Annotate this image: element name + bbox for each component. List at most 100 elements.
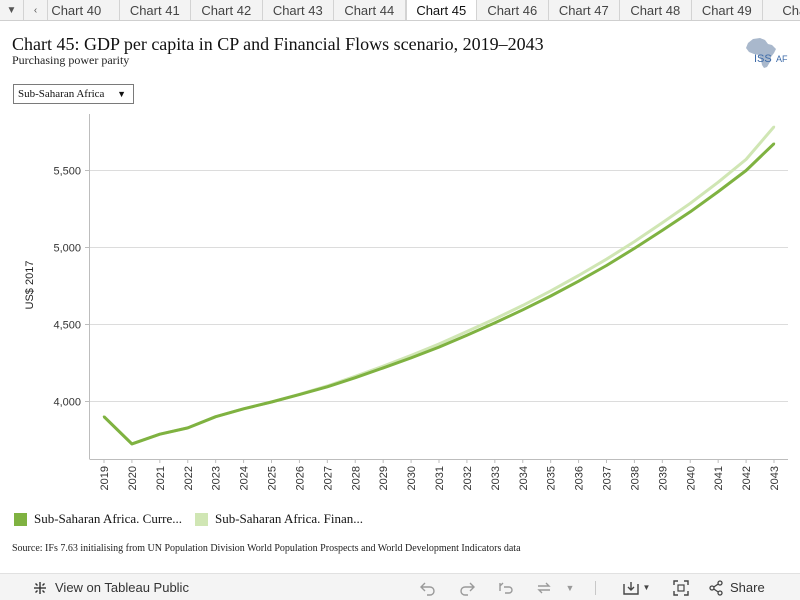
redo-icon bbox=[460, 582, 475, 596]
tab-chart-45[interactable]: Chart 45 bbox=[405, 0, 477, 20]
data-point-s0-2039[interactable] bbox=[661, 229, 664, 232]
x-tick-labels: 2019 2020 2021 2022 2023 2024 2025 2026 2027 2028… bbox=[99, 459, 781, 490]
data-point-s0-2043[interactable] bbox=[772, 142, 776, 145]
undo-button[interactable] bbox=[418, 574, 438, 600]
data-point-s1-2035[interactable] bbox=[549, 289, 552, 293]
data-point-s0-2040[interactable] bbox=[689, 210, 692, 213]
x-tick-label: 2029 bbox=[378, 466, 390, 490]
legend-label-financial-flows: Sub-Saharan Africa. Finan... bbox=[215, 511, 364, 526]
tab-label: Chart 46 bbox=[487, 2, 538, 18]
tab-chart[interactable]: Chart bbox=[763, 0, 800, 20]
data-point-s0-2030[interactable] bbox=[409, 356, 413, 360]
data-point-s0-2038[interactable] bbox=[633, 247, 636, 250]
refresh-button[interactable] bbox=[534, 574, 554, 600]
data-point-s0-2024[interactable] bbox=[242, 407, 245, 411]
data-point-s0-2020[interactable] bbox=[130, 442, 134, 446]
x-tick-label: 2024 bbox=[239, 466, 251, 490]
series-line-0[interactable] bbox=[102, 142, 776, 446]
data-point-s1-2037[interactable] bbox=[605, 257, 608, 261]
legend-label-current-path: Sub-Saharan Africa. Curre... bbox=[34, 511, 183, 526]
data-point-s0-2022[interactable] bbox=[186, 426, 189, 430]
logo-text: ISS bbox=[754, 53, 772, 65]
tab-scroll-left-chevron-icon[interactable]: ‹ bbox=[24, 0, 48, 20]
data-point-s0-2028[interactable] bbox=[354, 376, 357, 379]
fullscreen-icon bbox=[673, 579, 689, 596]
legend-item-financial-flows[interactable]: Sub-Saharan Africa. Finan... bbox=[195, 508, 363, 530]
tab-label: Chart bbox=[782, 2, 800, 18]
view-on-tableau-public-button[interactable]: View on Tableau Public bbox=[32, 574, 189, 600]
share-icon bbox=[709, 579, 723, 596]
x-tick-label: 2022 bbox=[183, 466, 195, 490]
x-tick-label: 2025 bbox=[267, 466, 279, 490]
data-point-s1-2039[interactable] bbox=[661, 221, 664, 225]
data-point-s0-2037[interactable] bbox=[605, 264, 608, 267]
tab-chart-44[interactable]: Chart 44 bbox=[334, 0, 406, 20]
x-tick-label: 2038 bbox=[629, 466, 641, 490]
data-point-s1-2033[interactable] bbox=[493, 317, 497, 321]
data-point-s0-2032[interactable] bbox=[465, 334, 469, 337]
redo-button[interactable] bbox=[457, 574, 477, 600]
data-point-s0-2019[interactable] bbox=[102, 415, 106, 418]
share-button[interactable]: Share bbox=[708, 574, 765, 600]
data-point-s0-2036[interactable] bbox=[577, 279, 580, 283]
x-tick-label: 2026 bbox=[294, 466, 306, 490]
tab-chart-47[interactable]: Chart 47 bbox=[549, 0, 620, 20]
x-tick-label: 2023 bbox=[211, 466, 223, 490]
data-point-s0-2023[interactable] bbox=[214, 415, 217, 418]
y-axis-label: US$ 2017 bbox=[24, 261, 36, 310]
data-point-s1-2031[interactable] bbox=[437, 342, 441, 346]
data-point-s0-2026[interactable] bbox=[298, 393, 301, 396]
legend-item-current-path[interactable]: Sub-Saharan Africa. Curre... bbox=[14, 508, 182, 530]
view-on-tableau-label: View on Tableau Public bbox=[55, 580, 189, 595]
tab-chart-43[interactable]: Chart 43 bbox=[263, 0, 334, 20]
tab-chart-42[interactable]: Chart 42 bbox=[191, 0, 263, 20]
data-point-s0-2041[interactable] bbox=[716, 190, 720, 193]
x-tick-label: 2037 bbox=[602, 466, 614, 490]
data-point-s0-2025[interactable] bbox=[270, 400, 273, 404]
tab-label: Chart 49 bbox=[701, 2, 752, 18]
tab-chart-41[interactable]: Chart 41 bbox=[120, 0, 191, 20]
tab-chart-40[interactable]: Chart 40 bbox=[48, 0, 120, 20]
tab-label: Chart 48 bbox=[630, 2, 681, 18]
refresh-menu-caret-icon[interactable]: ▼ bbox=[565, 582, 575, 593]
data-point-s1-2041[interactable] bbox=[716, 181, 720, 184]
data-point-s1-2043[interactable] bbox=[772, 125, 776, 128]
y-tick-label: 5,000 bbox=[53, 243, 81, 255]
tableau-logo-icon bbox=[34, 581, 46, 594]
data-point-s0-2042[interactable] bbox=[744, 169, 748, 172]
data-point-s1-2032[interactable] bbox=[465, 330, 469, 333]
x-tick-label: 2031 bbox=[434, 466, 446, 490]
data-point-s0-2027[interactable] bbox=[326, 385, 329, 388]
region-dropdown[interactable]: Sub-Saharan Africa ▼ bbox=[13, 84, 134, 104]
refresh-icon bbox=[537, 582, 551, 593]
tab-chart-46[interactable]: Chart 46 bbox=[477, 0, 549, 20]
data-point-s1-2040[interactable] bbox=[689, 202, 692, 205]
tab-chart-49[interactable]: Chart 49 bbox=[692, 0, 763, 20]
tab-menu-caret-icon[interactable]: ▼ bbox=[0, 0, 24, 20]
legend-swatch-financial-flows bbox=[195, 512, 208, 526]
data-point-s1-2042[interactable] bbox=[744, 158, 748, 161]
tab-chart-48[interactable]: Chart 48 bbox=[620, 0, 692, 20]
data-point-s0-2033[interactable] bbox=[493, 321, 497, 325]
data-point-s0-2031[interactable] bbox=[437, 345, 441, 349]
tab-label: Chart 45 bbox=[416, 3, 467, 18]
series-lines bbox=[102, 125, 776, 446]
data-point-s1-2034[interactable] bbox=[521, 304, 524, 307]
tab-label: Chart 44 bbox=[344, 2, 395, 18]
data-point-s0-2034[interactable] bbox=[521, 308, 524, 312]
data-point-s1-2038[interactable] bbox=[633, 240, 636, 243]
x-tick-label: 2034 bbox=[518, 466, 530, 490]
y-tick-label: 4,500 bbox=[53, 320, 81, 332]
x-tick-label: 2032 bbox=[462, 466, 474, 490]
series-line-1[interactable] bbox=[102, 125, 776, 446]
logo-suffix: AF bbox=[776, 54, 788, 64]
dropdown-caret-icon: ▼ bbox=[117, 89, 126, 99]
fullscreen-button[interactable] bbox=[671, 574, 691, 600]
revert-button[interactable] bbox=[496, 574, 516, 600]
download-button[interactable]: ▼ bbox=[620, 574, 652, 600]
data-point-s1-2030[interactable] bbox=[409, 354, 413, 357]
data-point-s1-2036[interactable] bbox=[577, 274, 580, 277]
data-point-s0-2029[interactable] bbox=[381, 366, 385, 370]
data-point-s0-2035[interactable] bbox=[549, 294, 552, 298]
data-point-s0-2021[interactable] bbox=[158, 433, 162, 436]
